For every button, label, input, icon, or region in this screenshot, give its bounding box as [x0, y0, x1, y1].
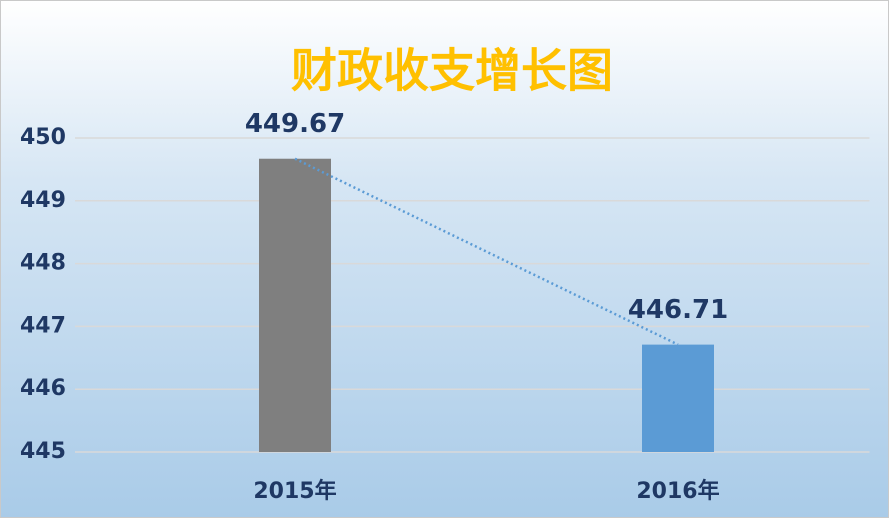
- y-tick-label: 449: [20, 188, 66, 213]
- bar: [642, 344, 714, 452]
- bar: [259, 158, 331, 452]
- data-label: 446.71: [628, 295, 728, 325]
- y-tick-label: 447: [20, 313, 66, 338]
- data-label: 449.67: [245, 109, 345, 139]
- trend-line: [294, 157, 679, 346]
- y-tick-label: 445: [20, 439, 66, 464]
- y-tick-label: 450: [20, 125, 66, 150]
- x-tick-label: 2016年: [636, 478, 719, 504]
- y-tick-label: 446: [20, 376, 66, 401]
- y-tick-label: 448: [20, 251, 66, 276]
- x-tick-label: 2015年: [253, 478, 336, 504]
- chart-title: 财政收支增长图: [291, 44, 613, 98]
